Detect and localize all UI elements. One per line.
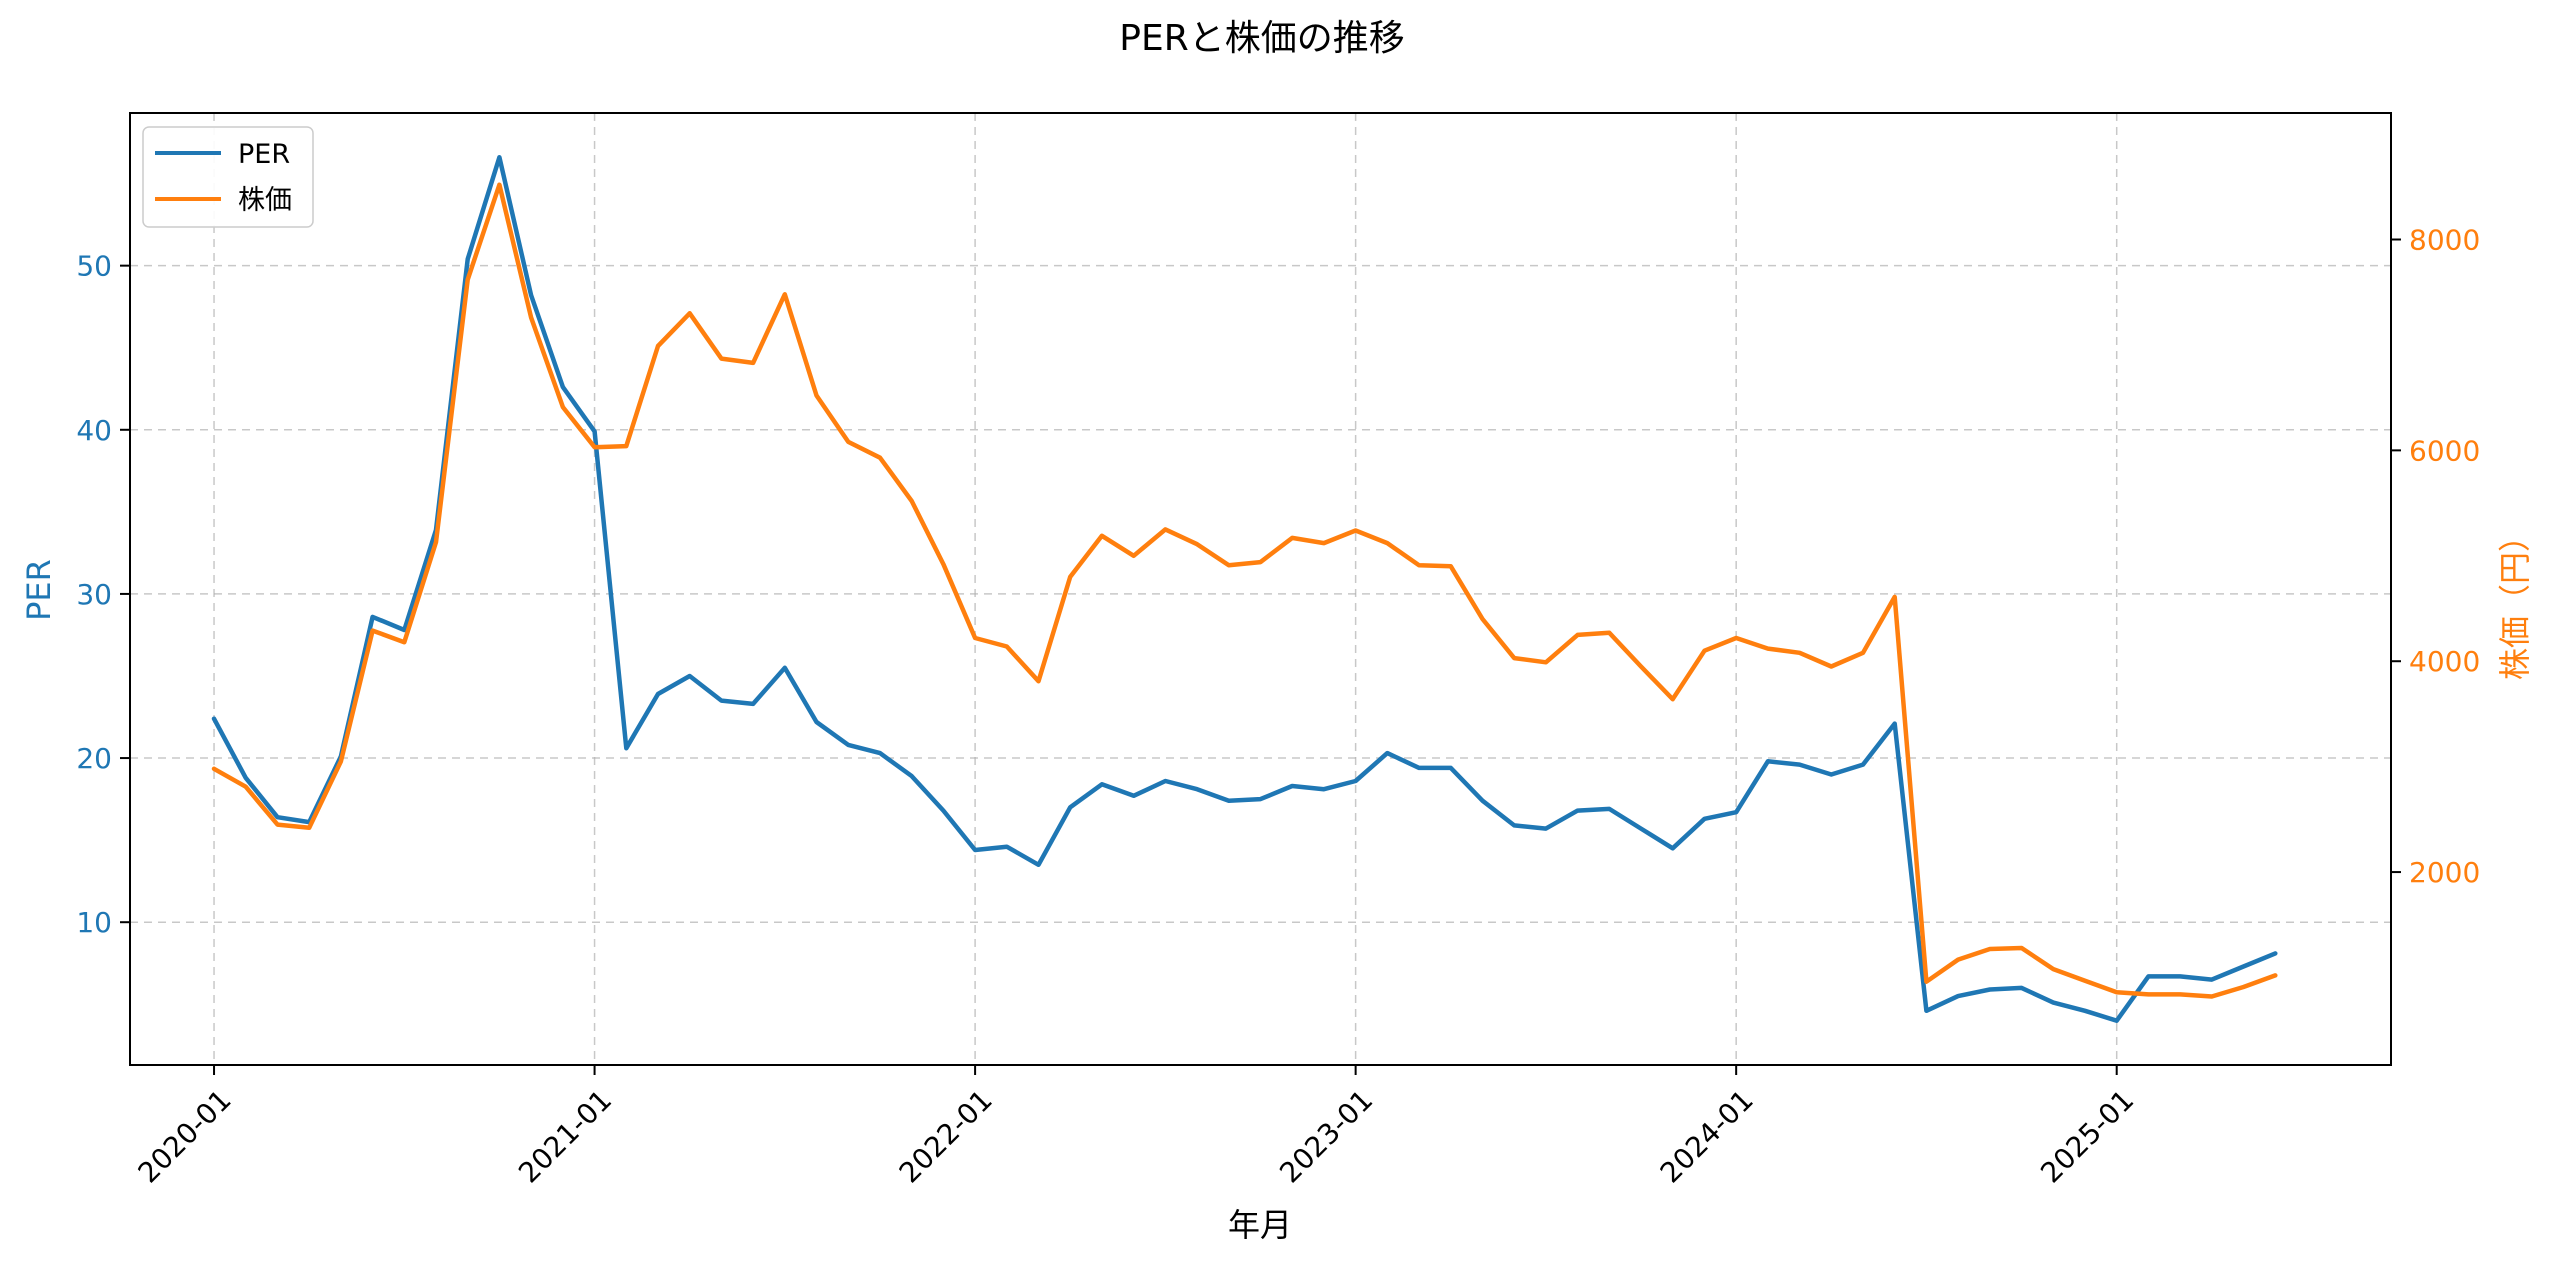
grid [130, 113, 2391, 1065]
legend-label-price: 株価 [238, 185, 292, 216]
y-right-tick-label: 6000 [2409, 434, 2480, 467]
series-lines [211, 155, 2278, 1023]
x-axis-label: 年月 [1228, 1206, 1292, 1244]
plot-frame [129, 112, 2392, 1066]
series-line-price [211, 182, 2278, 999]
y-right-tick-label: 4000 [2409, 645, 2480, 678]
legend: PER 株価 [142, 126, 314, 228]
chart-title: PERと株価の推移 [1119, 18, 1404, 59]
series-line-per [211, 155, 2278, 1023]
y-right-tick-label: 8000 [2409, 224, 2480, 257]
y-left-tick-label: 40 [76, 414, 112, 447]
y-axis-right-label: 株価（円） [2496, 520, 2534, 680]
legend-label-per: PER [238, 139, 290, 170]
y-left-tick-label: 10 [76, 906, 112, 939]
y-axis-left-label: PER [20, 559, 58, 621]
y-left-tick-label: 20 [76, 742, 112, 775]
y-left-tick-label: 50 [76, 250, 112, 283]
y-right-tick-label: 2000 [2409, 856, 2480, 889]
y-left-tick-label: 30 [76, 578, 112, 611]
